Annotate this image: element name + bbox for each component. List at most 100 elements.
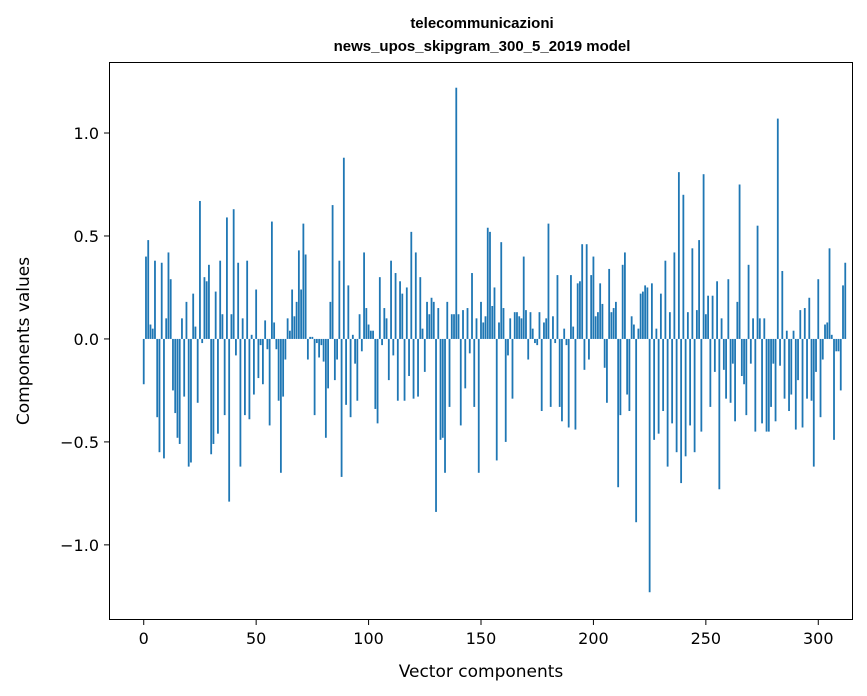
- bar: [633, 324, 635, 339]
- bar: [673, 252, 676, 339]
- bar: [574, 338, 577, 430]
- x-tick-label: 0: [139, 629, 149, 648]
- bar: [812, 338, 815, 467]
- bar: [430, 297, 433, 339]
- bar: [621, 264, 624, 339]
- bar: [248, 338, 251, 420]
- bar: [675, 338, 678, 453]
- bar: [356, 338, 359, 401]
- bar: [462, 310, 464, 339]
- bar: [718, 338, 721, 490]
- bar: [372, 330, 374, 339]
- bar: [165, 318, 168, 339]
- bar: [394, 273, 397, 339]
- bar: [556, 275, 559, 339]
- bar: [722, 338, 725, 370]
- bar: [151, 328, 154, 339]
- bar: [819, 338, 822, 418]
- bar: [286, 318, 289, 339]
- bar: [713, 338, 716, 372]
- bar: [513, 312, 516, 339]
- bar: [250, 334, 253, 339]
- bar: [387, 338, 390, 381]
- bar: [563, 328, 566, 339]
- bar: [648, 338, 651, 593]
- bar: [594, 316, 597, 339]
- bar: [522, 256, 525, 339]
- bar: [671, 338, 674, 424]
- bar: [815, 338, 817, 372]
- bar: [489, 231, 491, 339]
- bar: [529, 312, 532, 339]
- bar: [806, 338, 808, 399]
- bar: [187, 338, 190, 467]
- bar: [758, 318, 761, 339]
- bar: [401, 293, 404, 339]
- bar: [297, 250, 300, 339]
- bar: [201, 338, 204, 344]
- chart-title: telecommunicazioni: [410, 15, 553, 32]
- bar: [304, 254, 307, 339]
- bar: [619, 338, 622, 416]
- bar: [471, 273, 473, 339]
- bar: [360, 338, 363, 352]
- bar: [203, 277, 206, 339]
- bar: [689, 338, 692, 426]
- bar: [399, 281, 401, 339]
- y-tick-label: 0.5: [74, 227, 99, 246]
- bar: [446, 301, 449, 339]
- bar: [282, 338, 285, 397]
- bar: [565, 338, 568, 346]
- bar: [588, 338, 590, 360]
- bar: [217, 338, 219, 434]
- bar: [383, 308, 386, 339]
- bar: [740, 338, 743, 377]
- bar: [210, 338, 213, 455]
- bar: [659, 293, 662, 339]
- x-tick-label: 150: [466, 629, 497, 648]
- bar: [239, 338, 242, 467]
- bar: [776, 118, 779, 339]
- bar: [790, 338, 793, 395]
- bar: [232, 209, 235, 339]
- bar: [392, 338, 395, 356]
- bar: [803, 308, 806, 339]
- bar: [450, 314, 453, 339]
- bar: [650, 283, 653, 339]
- bar: [264, 320, 267, 339]
- bar: [244, 338, 246, 416]
- bar: [772, 338, 775, 364]
- bar: [624, 252, 626, 339]
- bar: [369, 330, 372, 339]
- bar: [799, 310, 802, 339]
- bar: [158, 338, 161, 453]
- bar: [253, 338, 255, 395]
- bar: [482, 322, 485, 339]
- bar: [682, 194, 685, 339]
- bar: [385, 318, 388, 339]
- bar: [830, 334, 833, 339]
- bar: [583, 338, 586, 370]
- y-tick-label: −1.0: [60, 536, 99, 555]
- bar: [743, 338, 745, 385]
- bar: [318, 338, 321, 358]
- bar: [754, 338, 757, 432]
- bar: [653, 338, 656, 440]
- bar: [572, 326, 575, 339]
- bar: [453, 314, 455, 339]
- bar: [581, 244, 584, 339]
- bar: [626, 338, 629, 395]
- bar: [178, 338, 181, 444]
- bar: [729, 338, 732, 403]
- bar: [199, 200, 201, 339]
- bar: [700, 338, 703, 432]
- bar: [230, 314, 233, 339]
- bar: [579, 281, 581, 339]
- bar: [147, 240, 150, 339]
- bar: [192, 293, 195, 339]
- bar: [160, 262, 163, 339]
- bar: [484, 316, 487, 339]
- bar: [785, 330, 788, 339]
- bar: [205, 281, 208, 339]
- bar: [279, 338, 282, 473]
